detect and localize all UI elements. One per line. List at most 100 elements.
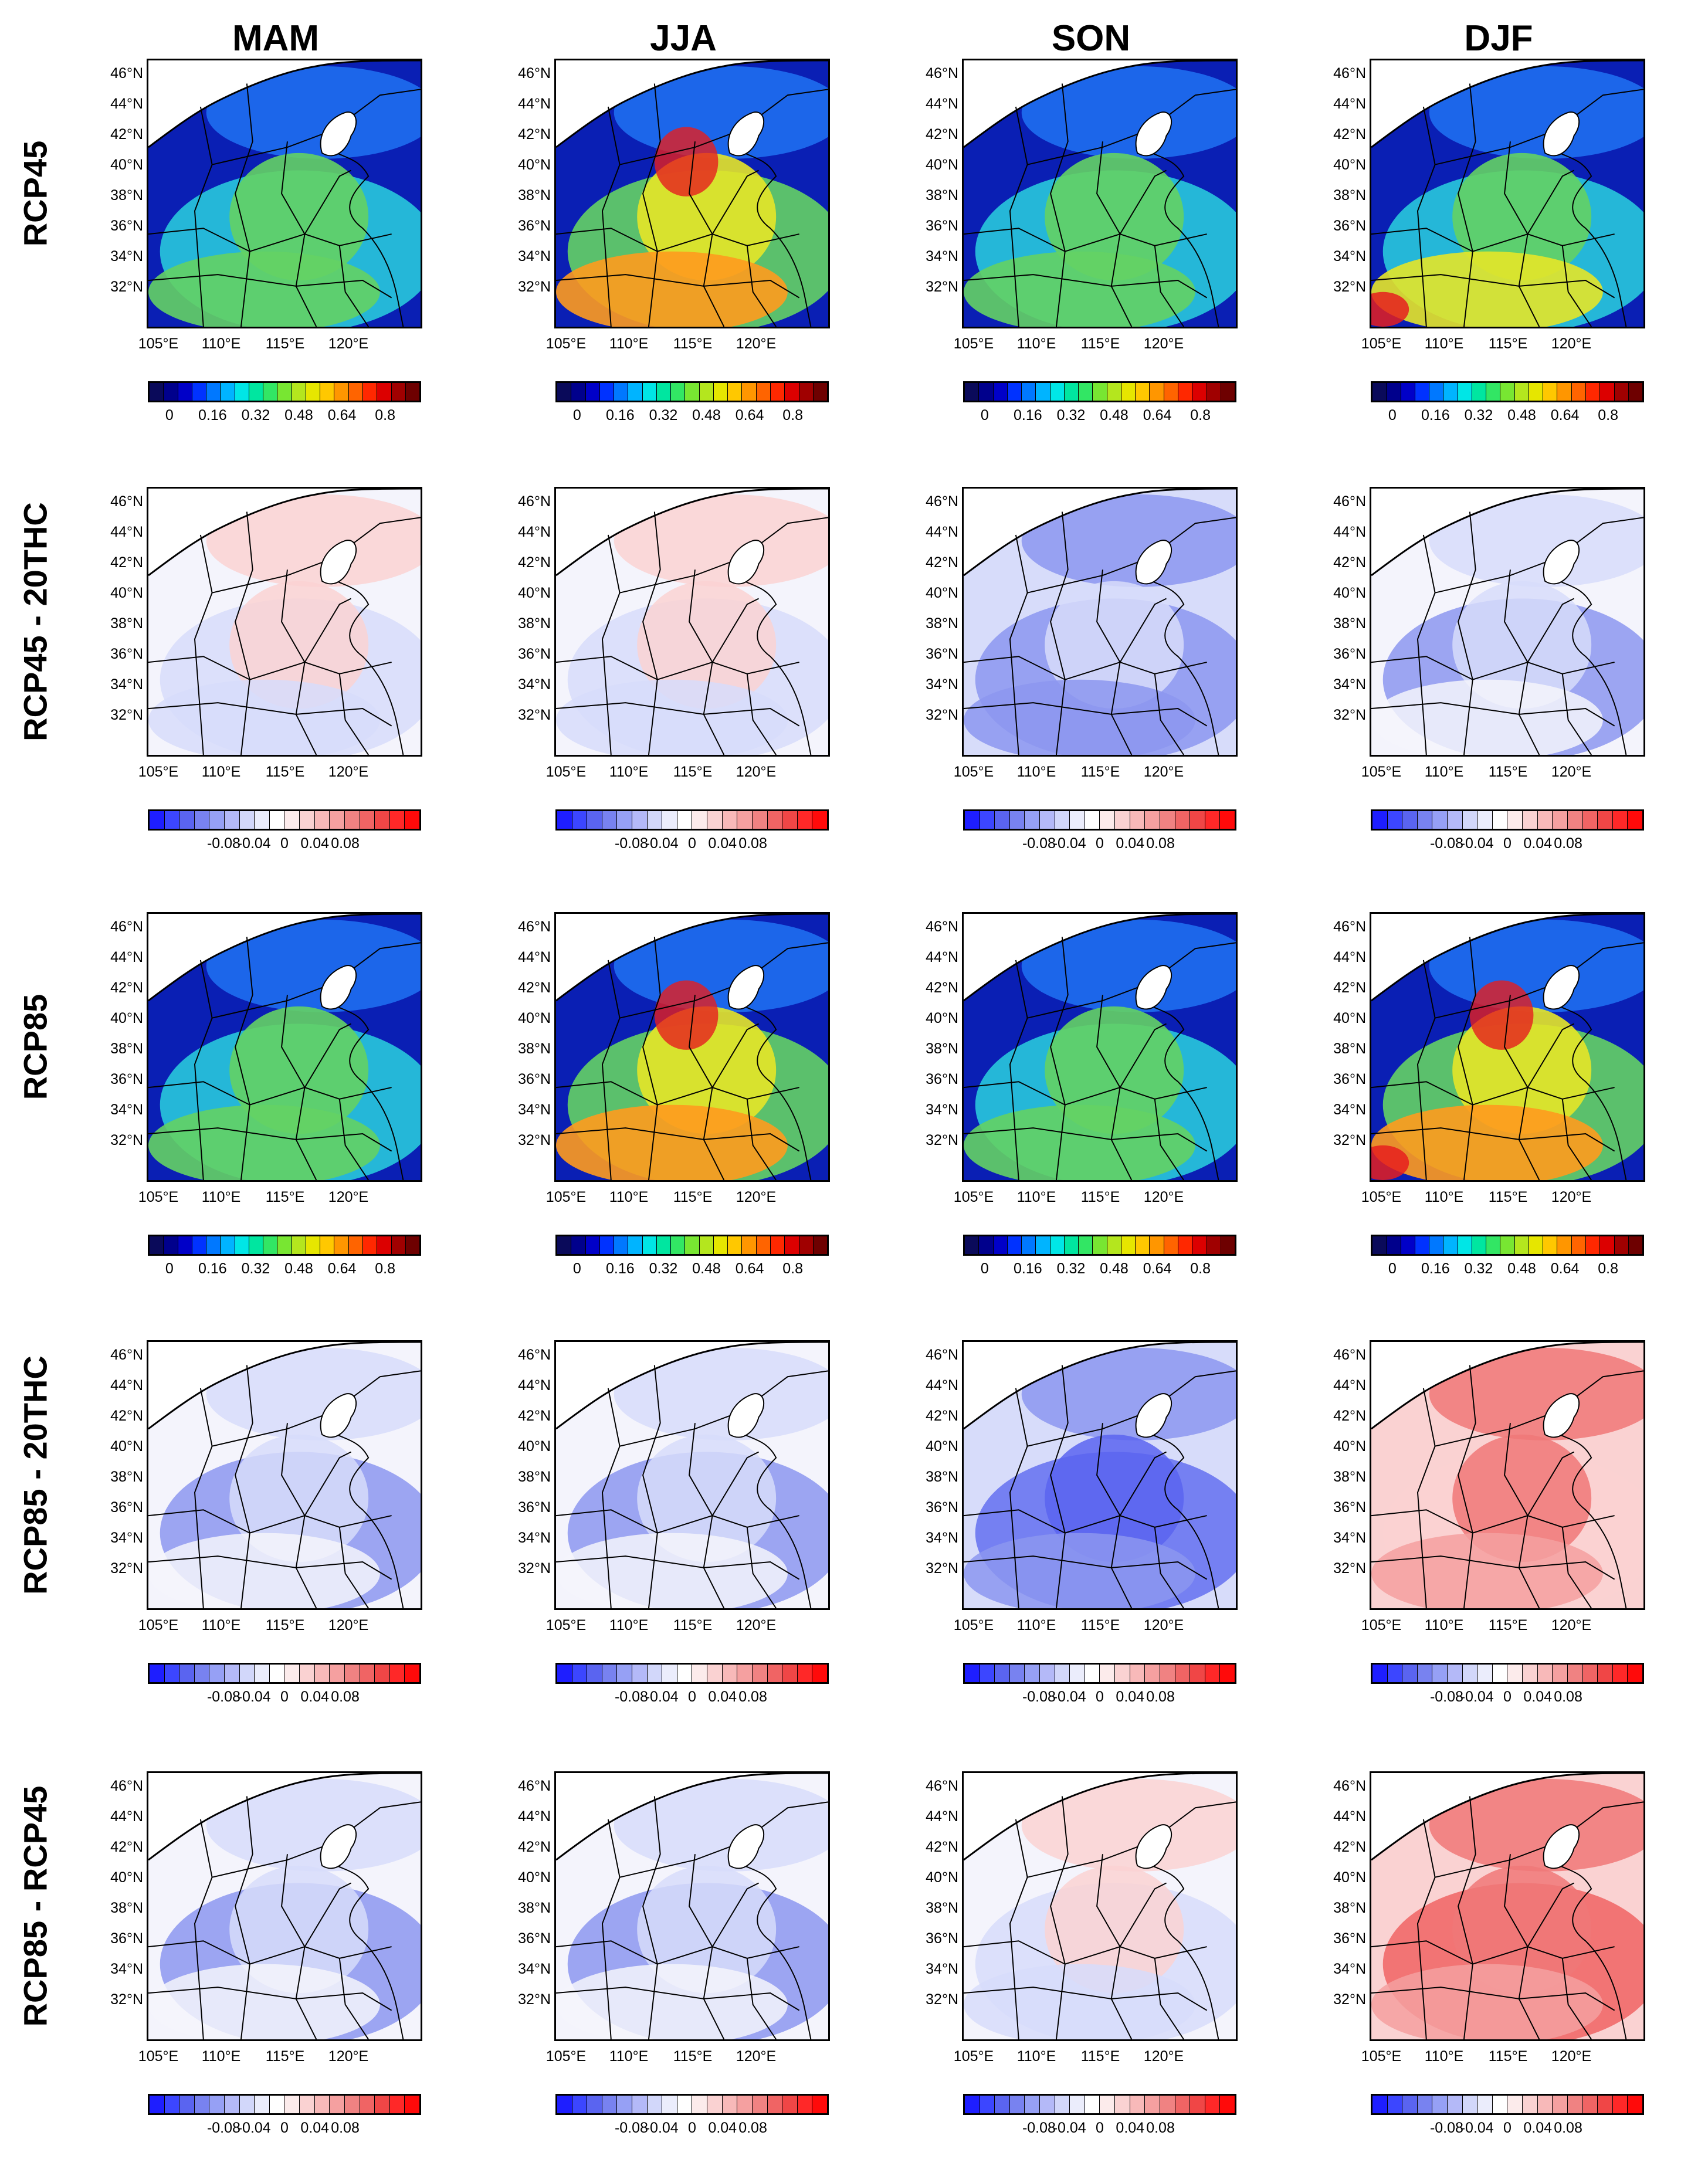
colorbar-tick-label: -0.08: [614, 2120, 648, 2136]
colorbar: [555, 2094, 829, 2115]
map-canvas: [964, 60, 1236, 327]
colorbar-segment: [292, 383, 306, 401]
map-canvas: [556, 60, 828, 327]
latitude-label: 38°N: [1333, 1040, 1366, 1057]
map-panel: 46°N 44°N 42°N 40°N 38°N 36°N 34°N 32°N 105°E 110…: [1293, 59, 1657, 463]
latitude-label: 34°N: [518, 676, 551, 693]
colorbar: [555, 381, 829, 402]
province-boundary: [1009, 106, 1028, 327]
province-boundary: [1050, 1365, 1069, 1608]
colorbar-segment: [360, 811, 375, 829]
province-boundary: [304, 1451, 351, 1516]
field-blob: [1371, 1964, 1603, 2039]
longitude-label: 120°E: [328, 2048, 369, 2065]
colorbar-segment: [1372, 1236, 1387, 1254]
field-blob: [1371, 251, 1603, 327]
colorbar-segment: [1402, 2096, 1418, 2113]
coastline: [321, 1422, 404, 1608]
longitude-label: 105°E: [953, 1189, 994, 1205]
province-boundary: [1371, 702, 1615, 727]
province-boundary: [235, 511, 253, 755]
colorbar-segment: [557, 2096, 572, 2113]
colorbar-segment: [770, 383, 785, 401]
field-layer: [964, 1342, 1236, 1608]
colorbar-segment: [235, 1236, 249, 1254]
province-boundary: [711, 1023, 759, 1088]
colorbar-segment: [813, 1236, 828, 1254]
longitude-label: 105°E: [953, 335, 994, 352]
colorbar-segment: [377, 383, 392, 401]
latitude-label: 44°N: [926, 524, 958, 540]
latitude-label: 40°N: [926, 1010, 958, 1026]
longitude-label: 115°E: [265, 1617, 305, 1633]
latitude-label: 38°N: [926, 615, 958, 632]
colorbar-segment: [1220, 2096, 1235, 2113]
colorbar-segment: [614, 383, 629, 401]
colorbar-tick-label: 0: [688, 2120, 696, 2136]
colorbar-segment: [1477, 2096, 1493, 2113]
colorbar-segment: [980, 2096, 995, 2113]
colorbar-segment: [300, 811, 315, 829]
country-boundary: [148, 489, 421, 577]
colorbar: [963, 381, 1236, 402]
longitude-label: 110°E: [609, 2048, 649, 2065]
colorbar-tick-label: 0.04: [1116, 2120, 1145, 2136]
latitude-label: 44°N: [110, 949, 143, 965]
field-layer: [556, 60, 828, 327]
province-boundary: [1050, 1796, 1069, 2039]
map-panel: 46°N 44°N 42°N 40°N 38°N 36°N 34°N 32°N 105°E 110…: [1293, 1340, 1657, 1745]
longitude-label: 120°E: [1143, 2048, 1184, 2065]
colorbar-segment: [209, 1665, 225, 1682]
colorbar-segment: [722, 2096, 738, 2113]
latitude-label: 40°N: [926, 1438, 958, 1455]
colorbar-segment: [993, 1236, 1008, 1254]
province-boundary: [642, 1796, 661, 2039]
colorbar-segment: [1115, 1665, 1130, 1682]
longitude-label: 110°E: [1424, 335, 1464, 352]
latitude-label: 38°N: [926, 1900, 958, 1916]
colorbar-segment: [1429, 1236, 1444, 1254]
province-boundary: [1416, 1388, 1436, 1608]
colorbar-segment: [1543, 1236, 1558, 1254]
colorbar-segment: [1085, 811, 1100, 829]
province-boundary: [1050, 511, 1069, 755]
longitude-label: 105°E: [138, 2048, 179, 2065]
colorbar-segment: [389, 811, 405, 829]
longitude-label: 115°E: [673, 2048, 713, 2065]
map-canvas: [556, 1342, 828, 1608]
colorbar-segment: [206, 1236, 221, 1254]
latitude-label: 38°N: [518, 1040, 551, 1057]
colorbar-segment: [587, 811, 602, 829]
colorbar-segment: [797, 2096, 813, 2113]
map-canvas: [148, 489, 421, 755]
latitude-label: 38°N: [110, 1040, 143, 1057]
province-boundary: [556, 1987, 800, 2011]
colorbar-segment: [813, 383, 828, 401]
latitude-label: 42°N: [926, 1839, 958, 1855]
colorbar-segment: [797, 811, 813, 829]
colorbar-segment: [1598, 2096, 1613, 2113]
colorbar-segment: [1492, 1665, 1508, 1682]
bohai-sea: [727, 540, 764, 585]
colorbar-segment: [671, 383, 686, 401]
colorbar-segment: [685, 383, 700, 401]
colorbar-segment: [752, 2096, 768, 2113]
colorbar-segment: [1178, 1236, 1193, 1254]
latitude-label: 46°N: [518, 1347, 551, 1363]
colorbar-tick-label: 0.04: [1116, 835, 1145, 852]
province-boundary: [1119, 1023, 1167, 1088]
map-panel: 46°N 44°N 42°N 40°N 38°N 36°N 34°N 32°N 105°E 110…: [70, 1340, 434, 1745]
field-blob: [1429, 1778, 1643, 1872]
colorbar-segment: [405, 811, 419, 829]
colorbar-segment: [1164, 383, 1178, 401]
longitude-label: 115°E: [1488, 1617, 1528, 1633]
colorbar-segment: [692, 811, 708, 829]
longitude-label: 115°E: [673, 335, 713, 352]
longitude-label: 120°E: [1143, 1189, 1184, 1205]
colorbar-segment: [617, 2096, 633, 2113]
colorbar-segment: [1107, 1236, 1121, 1254]
coastline: [1137, 994, 1219, 1180]
field-layer: [964, 914, 1236, 1180]
longitude-label: 105°E: [953, 764, 994, 780]
colorbar-segment: [1136, 1236, 1150, 1254]
